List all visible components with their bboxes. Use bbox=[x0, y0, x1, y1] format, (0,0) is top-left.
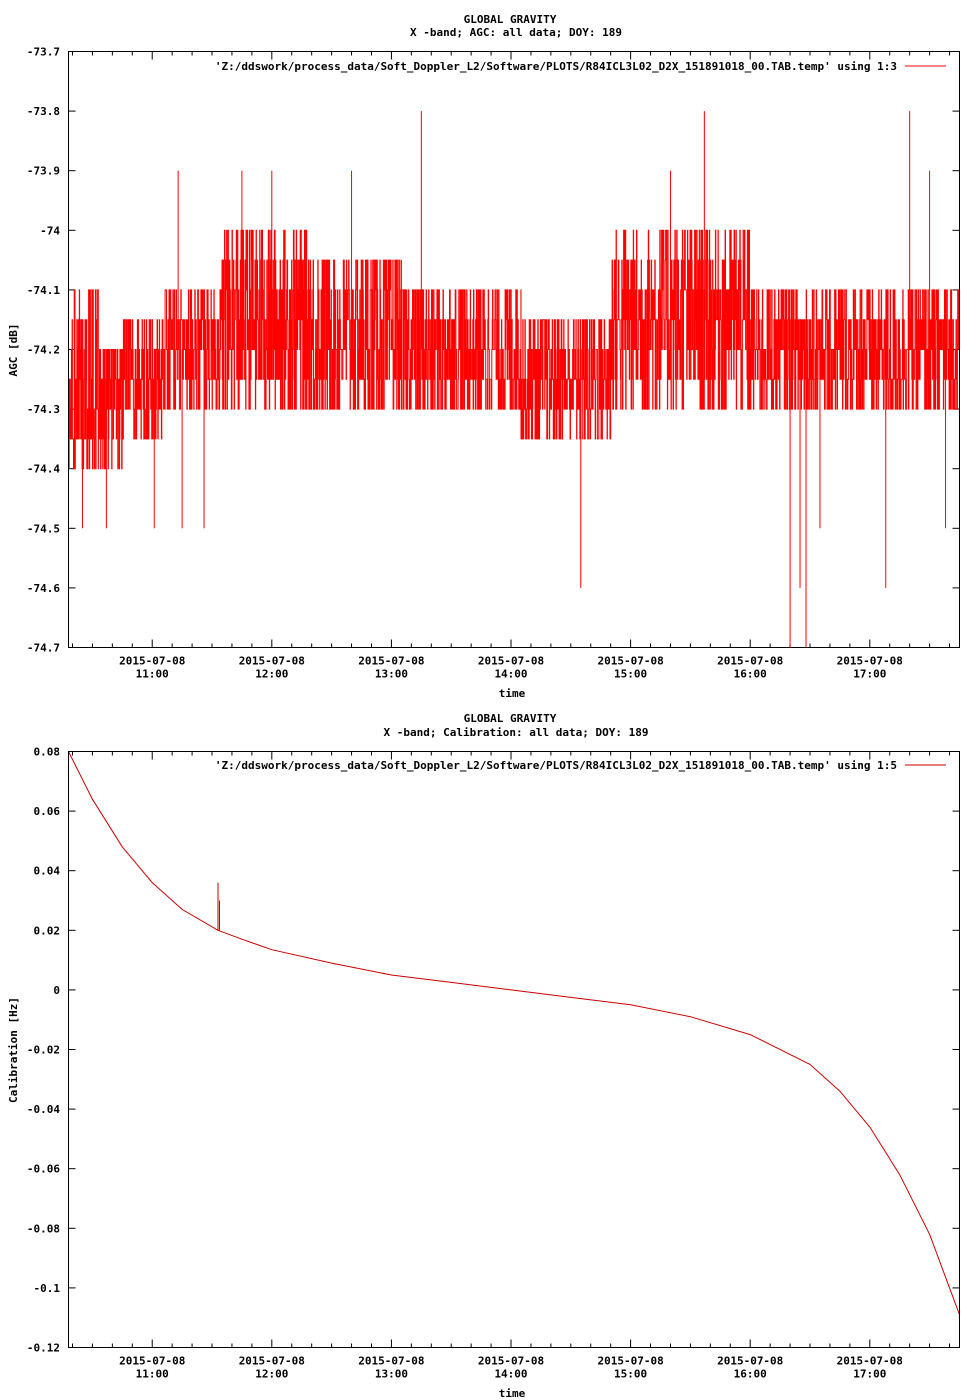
agc-x-tick-time: 11:00 bbox=[136, 668, 169, 681]
calibration-y-tick-label: 0.08 bbox=[34, 746, 61, 759]
agc-y-tick-label: -74.3 bbox=[27, 403, 60, 416]
calibration-chart-subtitle: X -band; Calibration: all data; DOY: 189 bbox=[384, 726, 649, 739]
calibration-y-tick-label: 0.02 bbox=[34, 924, 61, 937]
agc-plot-frame bbox=[68, 51, 960, 648]
calibration-y-tick-label: -0.06 bbox=[27, 1163, 60, 1176]
agc-x-tick-date: 2015-07-08 bbox=[239, 655, 305, 668]
agc-y-tick-label: -74.4 bbox=[27, 463, 60, 476]
agc-y-tick-label: -74.7 bbox=[27, 642, 60, 655]
calibration-data-point bbox=[121, 846, 123, 848]
calibration-data-point bbox=[630, 1004, 632, 1006]
agc-chart-subtitle: X -band; AGC: all data; DOY: 189 bbox=[410, 26, 622, 39]
calibration-data-point bbox=[690, 1016, 691, 1018]
agc-x-tick-date: 2015-07-08 bbox=[119, 655, 185, 668]
calibration-data-point bbox=[510, 989, 512, 991]
calibration-y-tick-label: -0.02 bbox=[27, 1044, 60, 1057]
agc-x-tick-date: 2015-07-08 bbox=[837, 655, 903, 668]
calibration-y-tick-label: 0.04 bbox=[34, 865, 61, 878]
calibration-y-tick-label: 0 bbox=[53, 984, 60, 997]
agc-y-axis-label: AGC [dB] bbox=[7, 324, 20, 377]
agc-y-tick-label: -73.9 bbox=[27, 165, 60, 178]
agc-x-tick-date: 2015-07-08 bbox=[717, 655, 783, 668]
agc-y-tick-label: -74.6 bbox=[27, 582, 60, 595]
calibration-data-point bbox=[271, 949, 273, 951]
calibration-x-tick-date: 2015-07-08 bbox=[597, 1355, 663, 1368]
calibration-data-point bbox=[809, 1064, 811, 1065]
calibration-data-point bbox=[241, 938, 243, 940]
calibration-data-point bbox=[749, 1034, 751, 1035]
calibration-x-tick-time: 13:00 bbox=[375, 1368, 408, 1381]
calibration-y-tick-label: -0.12 bbox=[27, 1342, 60, 1355]
agc-y-tick-label: -73.8 bbox=[27, 105, 60, 118]
calibration-legend-label: 'Z:/ddswork/process_data/Soft_Doppler_L2… bbox=[215, 759, 897, 772]
agc-x-tick-date: 2015-07-08 bbox=[358, 655, 424, 668]
calibration-data-point bbox=[92, 798, 93, 800]
calibration-y-tick-label: -0.08 bbox=[27, 1222, 60, 1235]
agc-x-tick-time: 17:00 bbox=[853, 668, 886, 681]
agc-plot-area: -73.7 -73.8 -73.9 -74 -74.1 -74.2 -74.3 -74.4 -7… bbox=[27, 46, 960, 681]
agc-y-tick-label: -74.5 bbox=[27, 522, 60, 535]
calibration-x-tick-time: 16:00 bbox=[734, 1368, 767, 1381]
calibration-y-axis-label: Calibration [Hz] bbox=[7, 997, 20, 1103]
agc-x-axis-label: time bbox=[499, 687, 526, 700]
calibration-x-tick-date: 2015-07-08 bbox=[358, 1355, 424, 1368]
calibration-data-point bbox=[331, 962, 333, 964]
agc-chart-title: GLOBAL GRAVITY bbox=[464, 13, 557, 26]
calibration-data-point bbox=[391, 974, 392, 976]
calibration-x-axis-label: time bbox=[499, 1387, 526, 1400]
calibration-chart: GLOBAL GRAVITY X -band; Calibration: all… bbox=[7, 712, 960, 1400]
agc-x-tick-time: 13:00 bbox=[375, 668, 408, 681]
calibration-y-tick-label: -0.04 bbox=[27, 1103, 60, 1116]
agc-y-tick-label: -74.2 bbox=[27, 344, 60, 357]
agc-x-tick-time: 16:00 bbox=[734, 668, 767, 681]
agc-y-tick-label: -73.7 bbox=[27, 46, 60, 59]
calibration-data-point bbox=[570, 996, 572, 998]
calibration-series-line bbox=[68, 751, 960, 1315]
calibration-x-tick-date: 2015-07-08 bbox=[119, 1355, 185, 1368]
calibration-x-tick-time: 11:00 bbox=[136, 1368, 169, 1381]
calibration-x-tick-time: 17:00 bbox=[853, 1368, 886, 1381]
calibration-x-tick-time: 15:00 bbox=[614, 1368, 647, 1381]
calibration-data-point bbox=[899, 1174, 901, 1176]
calibration-x-tick-date: 2015-07-08 bbox=[239, 1355, 305, 1368]
calibration-data-point bbox=[450, 982, 452, 983]
calibration-data-point bbox=[181, 909, 183, 910]
calibration-x-tick-time: 12:00 bbox=[255, 1368, 288, 1381]
agc-series-line bbox=[68, 229, 960, 470]
calibration-x-tick-date: 2015-07-08 bbox=[478, 1355, 544, 1368]
calibration-plot-area: 0.08 0.06 0.04 0.02 0 -0.02 -0.04 -0.06 -0.08 -0.… bbox=[27, 746, 960, 1381]
agc-x-tick-date: 2015-07-08 bbox=[478, 655, 544, 668]
agc-x-tick-time: 14:00 bbox=[494, 668, 527, 681]
calibration-data-point bbox=[151, 882, 153, 884]
calibration-data-point bbox=[869, 1126, 871, 1128]
calibration-y-tick-label: 0.06 bbox=[34, 805, 61, 818]
calibration-plot-frame bbox=[68, 751, 960, 1348]
agc-legend-label: 'Z:/ddswork/process_data/Soft_Doppler_L2… bbox=[215, 60, 897, 73]
calibration-x-tick-date: 2015-07-08 bbox=[717, 1355, 783, 1368]
agc-x-tick-date: 2015-07-08 bbox=[597, 655, 663, 668]
agc-chart: GLOBAL GRAVITY X -band; AGC: all data; D… bbox=[7, 13, 960, 700]
calibration-data-point bbox=[839, 1090, 841, 1092]
calibration-chart-title: GLOBAL GRAVITY bbox=[464, 712, 557, 725]
agc-x-tick-time: 15:00 bbox=[614, 668, 647, 681]
agc-y-tick-label: -74.1 bbox=[27, 284, 60, 297]
calibration-data-point bbox=[929, 1233, 931, 1235]
agc-x-tick-time: 12:00 bbox=[255, 668, 288, 681]
calibration-x-tick-date: 2015-07-08 bbox=[837, 1355, 903, 1368]
calibration-x-tick-time: 14:00 bbox=[494, 1368, 527, 1381]
calibration-y-tick-label: -0.1 bbox=[34, 1282, 61, 1295]
agc-y-tick-label: -74 bbox=[40, 224, 60, 237]
